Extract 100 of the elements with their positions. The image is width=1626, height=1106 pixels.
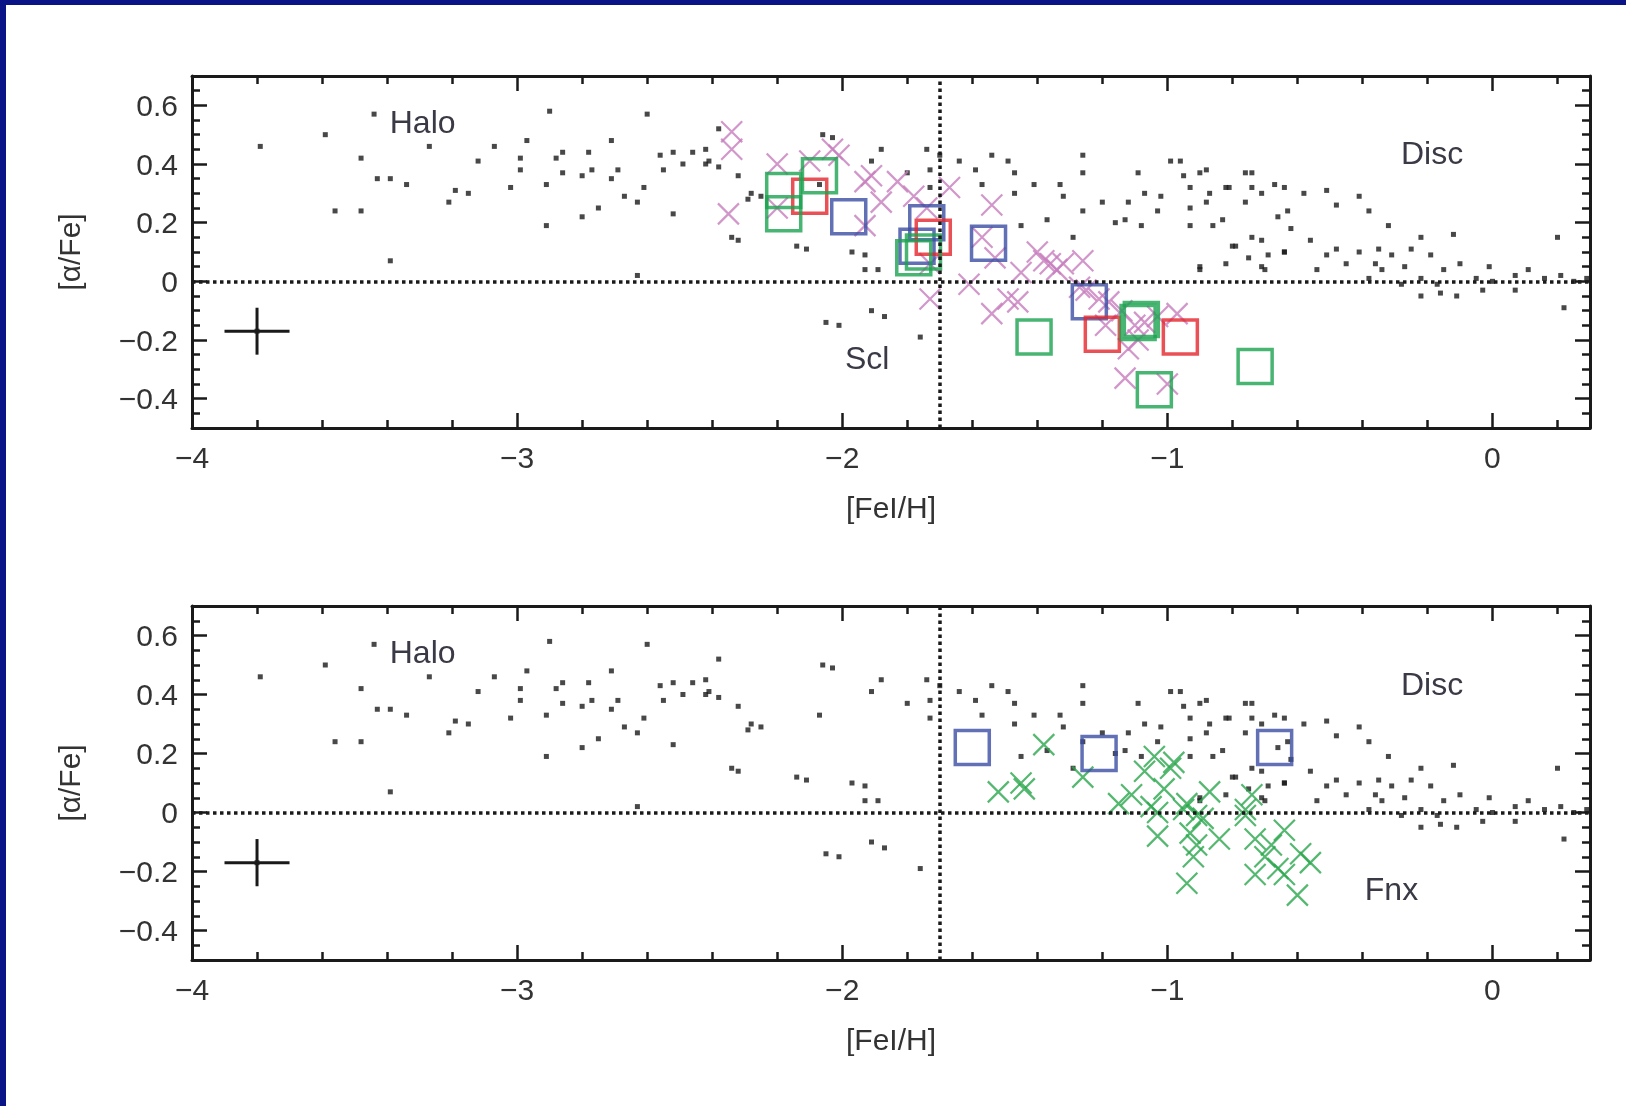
annotation: Halo xyxy=(389,103,456,140)
point xyxy=(1146,304,1170,329)
point xyxy=(764,171,803,210)
point xyxy=(1165,302,1189,326)
annotation: Disc xyxy=(1400,665,1464,702)
point xyxy=(1243,827,1267,851)
point xyxy=(1253,845,1277,869)
x-tick-label: −2 xyxy=(825,440,860,474)
point xyxy=(1135,371,1174,409)
y-axis-title: [α/Fe] xyxy=(52,744,86,822)
y-tick-label: 0.6 xyxy=(136,619,178,652)
y-tick-label: 0 xyxy=(161,264,178,298)
point xyxy=(902,184,926,208)
annotation: Halo xyxy=(389,634,456,671)
x-tick-label: −4 xyxy=(174,440,210,474)
point xyxy=(895,239,933,277)
point xyxy=(1272,818,1296,842)
annotation: Disc xyxy=(1400,135,1464,172)
point xyxy=(1045,258,1069,282)
point xyxy=(1240,783,1264,807)
x-axis-title: [FeI/H] xyxy=(845,490,937,524)
point xyxy=(764,195,803,233)
x-tick-label: −2 xyxy=(825,972,860,1006)
point xyxy=(1032,733,1056,757)
point xyxy=(953,728,992,767)
point xyxy=(1159,756,1183,780)
x-tick-label: −3 xyxy=(500,440,535,474)
y-tick-label: 0.4 xyxy=(136,147,178,181)
x-tick-label: −3 xyxy=(500,972,535,1006)
annotation: Scl xyxy=(845,339,890,376)
point xyxy=(1233,803,1257,828)
x-tick-label: −1 xyxy=(1150,972,1185,1006)
point xyxy=(1185,833,1209,857)
point xyxy=(1006,290,1030,314)
x-tick-label: −1 xyxy=(1150,440,1185,474)
y-tick-label: 0.4 xyxy=(136,678,178,711)
point xyxy=(885,170,910,194)
point xyxy=(1116,337,1140,361)
annotation: Fnx xyxy=(1364,871,1419,908)
point xyxy=(1175,792,1199,816)
y-tick-label: 0.2 xyxy=(136,737,178,770)
point xyxy=(996,287,1020,311)
x-tick-label: −4 xyxy=(174,972,210,1006)
point xyxy=(1285,883,1309,907)
x-axis-title: [FeI/H] xyxy=(845,1022,937,1056)
point xyxy=(1162,750,1186,774)
y-tick-label: −0.2 xyxy=(118,323,178,357)
point xyxy=(1298,851,1322,875)
point xyxy=(1198,780,1222,804)
point xyxy=(1142,744,1166,769)
point xyxy=(1032,249,1056,273)
y-tick-label: −0.2 xyxy=(118,855,178,888)
point xyxy=(853,214,877,238)
y-tick-label: −0.4 xyxy=(118,914,178,947)
point xyxy=(1009,260,1033,285)
point xyxy=(800,156,839,195)
point xyxy=(1015,318,1053,356)
point xyxy=(1207,827,1231,851)
point xyxy=(937,175,962,200)
point xyxy=(1038,252,1062,276)
y-tick-label: 0.2 xyxy=(136,206,178,240)
point xyxy=(820,137,845,161)
point xyxy=(1175,871,1199,895)
point xyxy=(1132,759,1157,783)
point xyxy=(829,198,868,236)
point xyxy=(1255,728,1294,767)
point xyxy=(1289,842,1313,866)
point xyxy=(1106,792,1131,816)
point xyxy=(1113,366,1137,390)
point xyxy=(957,272,981,296)
point xyxy=(1139,795,1163,819)
y-tick-label: 0.6 xyxy=(136,88,178,122)
point xyxy=(1155,372,1179,396)
x-tick-label: 0 xyxy=(1484,440,1501,474)
point xyxy=(1071,249,1095,273)
point xyxy=(1009,771,1033,795)
point xyxy=(1110,299,1134,323)
point xyxy=(980,193,1004,217)
y-axis-title: [α/Fe] xyxy=(52,213,86,291)
point xyxy=(1152,777,1176,801)
point xyxy=(983,246,1007,270)
y-tick-label: 0 xyxy=(161,796,178,829)
point xyxy=(1236,347,1274,386)
point xyxy=(859,164,884,188)
point xyxy=(1126,328,1150,352)
point xyxy=(853,170,877,194)
x-tick-label: 0 xyxy=(1484,972,1501,1006)
y-tick-label: −0.4 xyxy=(118,382,178,416)
point xyxy=(1071,765,1095,789)
point xyxy=(1233,797,1257,822)
point xyxy=(1272,862,1296,887)
point xyxy=(1161,318,1200,356)
point xyxy=(969,224,1008,262)
point xyxy=(1259,833,1283,857)
point xyxy=(980,302,1004,326)
point xyxy=(918,287,942,311)
point xyxy=(1172,797,1196,822)
point xyxy=(915,196,939,220)
point xyxy=(1080,734,1118,773)
point xyxy=(1025,240,1049,264)
